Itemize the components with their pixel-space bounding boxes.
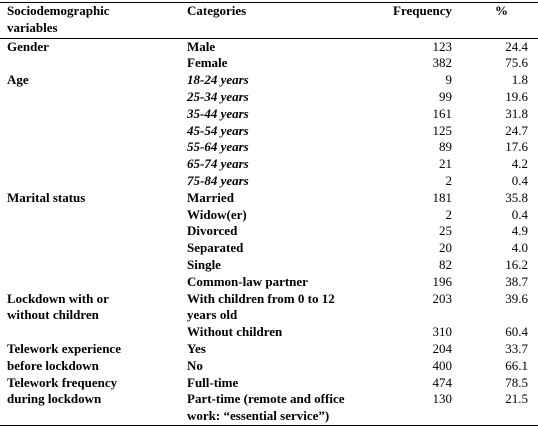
category-cell: Separated (187, 240, 244, 256)
table-row: Single 82 16.2 (0, 257, 538, 274)
category-cell: 75-84 years (187, 172, 249, 188)
category-cell: 65-74 years (187, 156, 249, 172)
category-cell: Single (187, 256, 221, 272)
frequency-cell: 130 (432, 391, 453, 407)
category-cell: Without children (187, 324, 283, 340)
percent-cell: 60.4 (505, 324, 528, 340)
table-body: Gender Male 123 24.4 Female 382 75.6 Age 18-24 y… (0, 38, 538, 425)
percent-cell: 0.4 (511, 172, 528, 188)
frequency-cell: 125 (432, 122, 453, 138)
category-cell: Full-time (187, 374, 239, 390)
percent-cell: 21.5 (505, 391, 528, 407)
frequency-cell: 21 (439, 156, 452, 172)
table-row: Widow(er) 2 0.4 (0, 207, 538, 224)
category-cell: No (187, 357, 203, 373)
table-row: 45-54 years 125 24.7 (0, 123, 538, 140)
table-row: Age 18-24 years 9 1.8 (0, 72, 538, 89)
category-cell: Yes (187, 340, 206, 356)
category-cell: 18-24 years (187, 72, 249, 88)
percent-cell: 0.4 (511, 206, 528, 222)
table-row: 65-74 years 21 4.2 (0, 156, 538, 173)
table-row: Marital status Married 181 35.8 (0, 190, 538, 207)
percent-cell: 1.8 (511, 72, 528, 88)
category-cell: Divorced (187, 223, 238, 239)
percent-cell: 24.7 (505, 122, 528, 138)
percent-cell: 4.9 (511, 223, 528, 239)
table-row: Without children 310 60.4 (0, 324, 538, 341)
percent-cell: 24.4 (505, 38, 528, 54)
frequency-cell: 196 (432, 273, 453, 289)
table-row: 55-64 years 89 17.6 (0, 139, 538, 156)
frequency-cell: 161 (432, 105, 453, 121)
frequency-cell: 474 (432, 374, 453, 390)
category-cell: Female (187, 55, 228, 71)
table-row: 75-84 years 2 0.4 (0, 173, 538, 190)
header-cell: Sociodemographic variables (0, 2, 180, 39)
frequency-cell: 2 (445, 206, 453, 222)
percent-cell: 39.6 (505, 290, 528, 306)
table-row: Gender Male 123 24.4 (0, 38, 538, 55)
percent-cell: 35.8 (505, 189, 528, 205)
percent-cell: 19.6 (505, 88, 528, 104)
header-cell: % (455, 2, 538, 39)
category-cell: Common-law partner (187, 273, 308, 289)
frequency-cell: 382 (432, 55, 453, 71)
table-row: Telework frequency during lockdown Full-t… (0, 374, 538, 407)
variable-cell: Marital status (7, 189, 86, 205)
table-row: Divorced 25 4.9 (0, 223, 538, 240)
table-row: Female 382 75.6 (0, 55, 538, 72)
header-cell: Frequency (365, 2, 455, 39)
table-header: Sociodemographic variables Categories Fr… (0, 2, 538, 39)
variable-cell: Telework experience before lockdown (7, 340, 121, 373)
frequency-cell: 400 (432, 357, 453, 373)
frequency-cell: 181 (432, 189, 453, 205)
category-cell: Part-time (remote and office work: “esse… (187, 391, 345, 424)
category-cell: 55-64 years (187, 139, 249, 155)
category-cell: Widow(er) (187, 206, 247, 222)
percent-cell: 31.8 (505, 105, 528, 121)
frequency-cell: 9 (445, 72, 453, 88)
percent-cell: 33.7 (505, 340, 528, 356)
category-cell: 45-54 years (187, 122, 249, 138)
variable-cell: Lockdown with or without children (7, 290, 109, 323)
percent-cell: 4.2 (511, 156, 528, 172)
percent-cell: 17.6 (505, 139, 528, 155)
frequency-cell: 89 (439, 139, 452, 155)
table-row: No 400 66.1 (0, 358, 538, 375)
table-row: Common-law partner 196 38.7 (0, 274, 538, 291)
table-row: Telework experience before lockdown Yes 20… (0, 340, 538, 373)
frequency-cell: 82 (439, 256, 452, 272)
percent-cell: 78.5 (505, 374, 528, 390)
header-cell: Categories (180, 2, 365, 39)
frequency-cell: 99 (439, 88, 452, 104)
percent-cell: 16.2 (505, 256, 528, 272)
category-cell: With children from 0 to 12 years old (187, 290, 335, 323)
frequency-cell: 204 (432, 340, 453, 356)
category-cell: Male (187, 38, 216, 54)
frequency-cell: 25 (439, 223, 452, 239)
variable-cell: Telework frequency during lockdown (7, 374, 118, 407)
percent-cell: 75.6 (505, 55, 528, 71)
percent-cell: 4.0 (511, 240, 528, 256)
header-row: Sociodemographic variables Categories Fr… (0, 2, 538, 39)
table-row: 25-34 years 99 19.6 (0, 89, 538, 106)
category-cell: 25-34 years (187, 88, 249, 104)
category-cell: Married (187, 189, 234, 205)
variable-cell: Gender (7, 38, 49, 54)
table-row: 35-44 years 161 31.8 (0, 106, 538, 123)
category-cell: 35-44 years (187, 105, 249, 121)
table-row: Part-time (remote and office work: “esse… (0, 391, 538, 425)
frequency-cell: 20 (439, 240, 452, 256)
frequency-cell: 310 (432, 324, 453, 340)
frequency-cell: 123 (432, 38, 453, 54)
table-row: Lockdown with or without children With ch… (0, 291, 538, 325)
percent-cell: 66.1 (505, 357, 528, 373)
table-row: Separated 20 4.0 (0, 240, 538, 257)
variable-cell: Age (7, 72, 29, 88)
frequency-cell: 2 (445, 172, 453, 188)
frequency-cell: 203 (432, 290, 453, 306)
percent-cell: 38.7 (505, 273, 528, 289)
